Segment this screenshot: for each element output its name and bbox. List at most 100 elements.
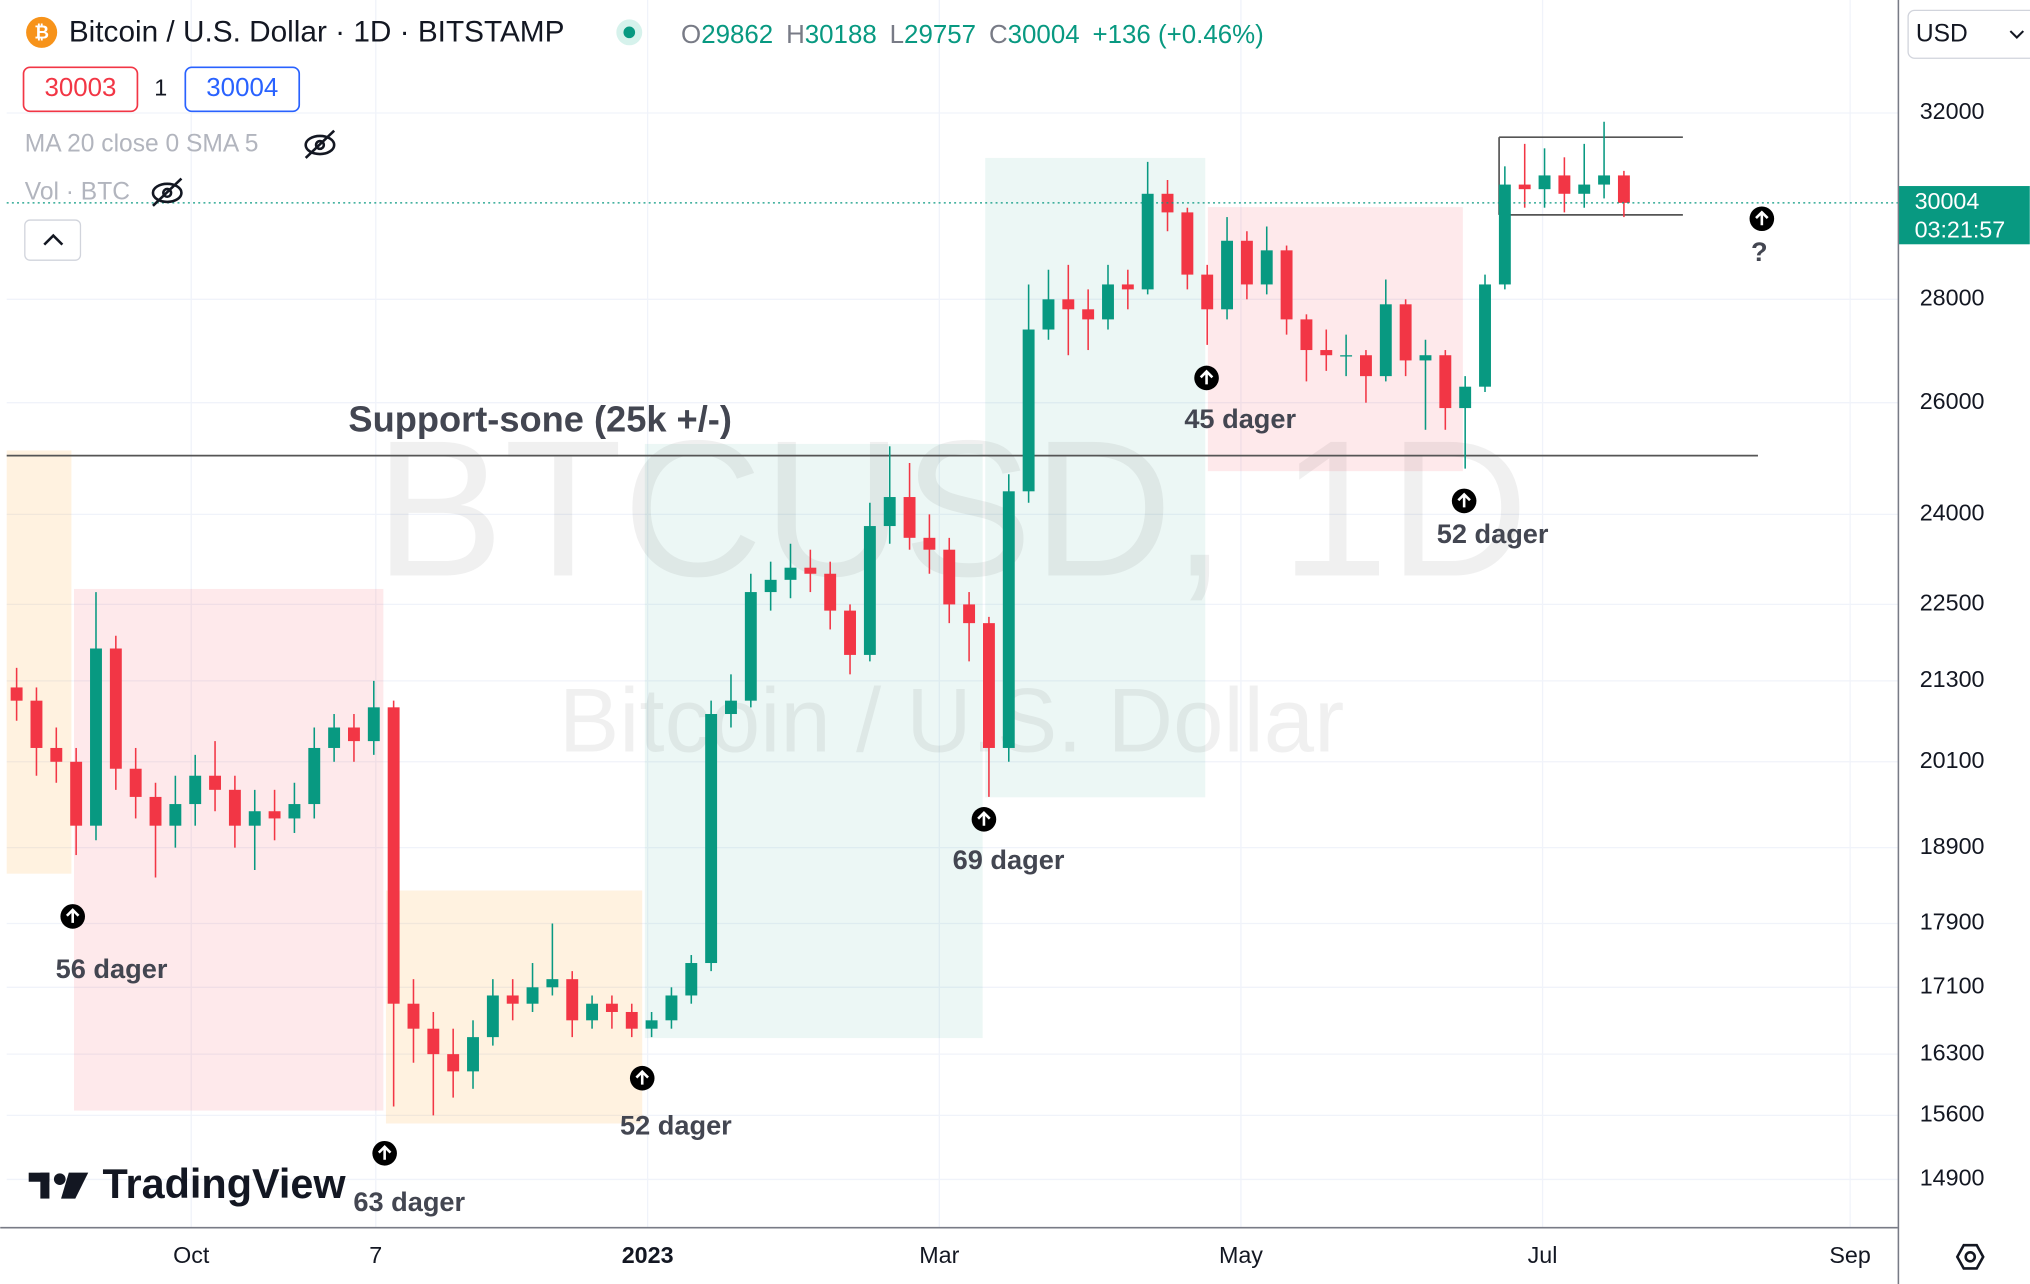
logo-part bbox=[61, 1172, 89, 1199]
change: +136 (+0.46%) bbox=[1093, 21, 1264, 49]
candle-body bbox=[1102, 284, 1114, 320]
annotation: 45 dager bbox=[1184, 403, 1296, 434]
ohlc: O29862 H30188 L29757 C30004 +136 (+0.46%) bbox=[681, 21, 1264, 49]
y-tick-label: 17100 bbox=[1920, 972, 1985, 998]
candle-body bbox=[625, 1011, 638, 1029]
candle-body bbox=[288, 804, 301, 819]
candle-body bbox=[149, 796, 162, 826]
arrow-glyph bbox=[1755, 210, 1769, 226]
candle-body bbox=[328, 727, 341, 748]
zone bbox=[6, 450, 72, 874]
arrow-glyph bbox=[1457, 492, 1471, 508]
y-tick-label: 16300 bbox=[1920, 1039, 1985, 1065]
candle-body bbox=[863, 526, 876, 655]
symbol-title[interactable]: Bitcoin / U.S. Dollar · 1D · BITSTAMP bbox=[69, 16, 565, 49]
last-price-label: 30004 bbox=[1915, 188, 1980, 214]
candle-body bbox=[209, 775, 222, 790]
candle-body bbox=[1121, 284, 1134, 290]
symbol-icon-glyph: ₿ bbox=[34, 22, 49, 42]
candle-body bbox=[70, 761, 83, 826]
grid bbox=[6, 0, 1898, 1228]
candle-body bbox=[447, 1054, 460, 1072]
candle-body bbox=[982, 623, 995, 748]
annotation: 63 dager bbox=[353, 1186, 465, 1217]
candle-body bbox=[228, 789, 241, 826]
candle-body bbox=[50, 747, 63, 762]
y-tick-label: 15600 bbox=[1920, 1101, 1985, 1127]
candle-body bbox=[923, 537, 936, 550]
candle-body bbox=[586, 1003, 599, 1021]
y-tick-label: 14900 bbox=[1920, 1165, 1985, 1191]
candle-body bbox=[705, 714, 718, 964]
indicator-label[interactable]: Vol · BTC bbox=[25, 178, 130, 205]
candle-body bbox=[744, 592, 757, 701]
candle-body bbox=[30, 700, 43, 748]
candle-body bbox=[1419, 355, 1432, 361]
settings-icon[interactable] bbox=[1955, 1243, 1985, 1270]
zone bbox=[985, 157, 1206, 798]
brand: TradingView bbox=[102, 1161, 346, 1207]
candle-body bbox=[1558, 175, 1571, 194]
zone bbox=[74, 588, 384, 1111]
annotations: Support-sone (25k +/-) 56 dager 63 dager 52… bbox=[56, 206, 1775, 1217]
candle-body bbox=[1181, 212, 1194, 275]
ohlc-key: L bbox=[890, 21, 904, 49]
currency: USD bbox=[1916, 20, 1968, 47]
y-tick-label: 18900 bbox=[1920, 833, 1985, 859]
indicator-label[interactable]: MA 20 close 0 SMA 5 bbox=[25, 130, 259, 157]
sell-button[interactable] bbox=[22, 66, 139, 113]
candle-body bbox=[1022, 329, 1035, 492]
x-tick-label: Oct bbox=[173, 1242, 210, 1268]
y-tick-label: 28000 bbox=[1920, 284, 1985, 310]
y-tick-label: 24000 bbox=[1920, 500, 1985, 526]
ohlc-value: 30004 bbox=[1008, 21, 1080, 49]
candle-body bbox=[1240, 240, 1253, 285]
last-price-box bbox=[1899, 186, 2030, 245]
candle-body bbox=[90, 648, 102, 826]
bid-price: 30003 bbox=[44, 74, 116, 102]
candle-body bbox=[546, 979, 559, 988]
candle-body bbox=[764, 579, 777, 593]
ohlc-key: C bbox=[989, 21, 1008, 49]
arrow-glyph bbox=[1199, 369, 1214, 385]
collapse-button[interactable] bbox=[24, 219, 82, 261]
candle-body bbox=[1260, 250, 1273, 285]
candle-body bbox=[407, 1003, 420, 1029]
candle-body bbox=[1459, 386, 1472, 409]
arrow-glyph bbox=[635, 1069, 649, 1085]
candle-body bbox=[1439, 355, 1452, 409]
candle-body bbox=[268, 811, 281, 819]
collapse-icon bbox=[43, 233, 64, 246]
y-tick-label: 32000 bbox=[1920, 98, 1985, 124]
buy-button[interactable] bbox=[184, 66, 301, 113]
candle-body bbox=[883, 497, 896, 527]
candle-body bbox=[486, 995, 499, 1038]
candle-body bbox=[1518, 184, 1531, 190]
candle-body bbox=[824, 573, 837, 611]
candle-body bbox=[1598, 175, 1611, 185]
candle-body bbox=[109, 648, 122, 769]
candle-body bbox=[665, 995, 678, 1021]
chevron bbox=[2009, 30, 2025, 40]
candle-body bbox=[1300, 319, 1313, 351]
candle-body bbox=[804, 567, 817, 574]
annotation: 52 dager bbox=[620, 1110, 732, 1141]
candle-body bbox=[963, 604, 976, 624]
x-tick-label: 7 bbox=[369, 1242, 382, 1268]
y-tick-label: 17900 bbox=[1920, 909, 1985, 935]
ohlc-key: O bbox=[681, 21, 701, 49]
candle-body bbox=[129, 768, 142, 797]
candle-body bbox=[685, 963, 698, 996]
annotation: 56 dager bbox=[56, 953, 168, 984]
candle-body bbox=[467, 1037, 479, 1072]
candle-body bbox=[1379, 304, 1392, 377]
candle-body bbox=[844, 610, 856, 655]
candle-body bbox=[1201, 274, 1214, 310]
hide-icon[interactable] bbox=[304, 129, 336, 159]
candle-body bbox=[1320, 350, 1333, 356]
currency-selector[interactable] bbox=[1907, 9, 2030, 59]
candle-body bbox=[725, 700, 737, 715]
hide-icon[interactable] bbox=[151, 177, 183, 207]
candle-body bbox=[1082, 309, 1095, 320]
